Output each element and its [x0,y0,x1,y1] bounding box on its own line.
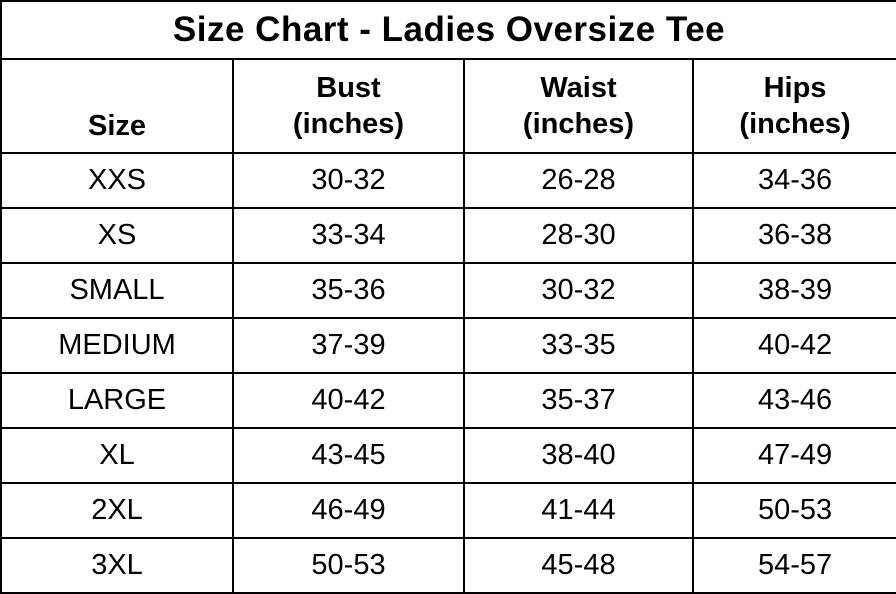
bust-cell: 50-53 [232,537,465,594]
bust-cell: 33-34 [232,207,465,264]
waist-cell: 35-37 [463,372,694,429]
size-cell: SMALL [0,262,234,319]
column-header-size: Size [0,58,234,154]
hips-cell: 50-53 [691,482,896,539]
hips-cell: 34-36 [691,152,896,209]
hips-cell: 54-57 [691,537,896,594]
size-chart-head: Size Chart - Ladies Oversize Tee Size Bu… [0,0,896,154]
table-row: 2XL 46-49 41-44 50-53 [0,482,896,539]
column-header-waist: Waist (inches) [463,58,694,154]
hips-cell: 36-38 [691,207,896,264]
table-row: MEDIUM 37-39 33-35 40-42 [0,317,896,374]
hips-cell: 47-49 [691,427,896,484]
table-row: XXS 30-32 26-28 34-36 [0,152,896,209]
bust-cell: 30-32 [232,152,465,209]
waist-cell: 38-40 [463,427,694,484]
table-row: SMALL 35-36 30-32 38-39 [0,262,896,319]
hips-cell: 40-42 [691,317,896,374]
bust-cell: 35-36 [232,262,465,319]
hips-cell: 43-46 [691,372,896,429]
bust-cell: 37-39 [232,317,465,374]
waist-cell: 41-44 [463,482,694,539]
bust-cell: 43-45 [232,427,465,484]
size-chart-body: XXS 30-32 26-28 34-36 XS 33-34 28-30 36-38 SMALL… [0,152,896,594]
column-header-bust: Bust (inches) [232,58,465,154]
waist-cell: 26-28 [463,152,694,209]
waist-cell: 28-30 [463,207,694,264]
waist-cell: 30-32 [463,262,694,319]
chart-title: Size Chart - Ladies Oversize Tee [0,0,896,60]
waist-cell: 33-35 [463,317,694,374]
bust-cell: 40-42 [232,372,465,429]
table-row: 3XL 50-53 45-48 54-57 [0,537,896,594]
waist-cell: 45-48 [463,537,694,594]
size-cell: 2XL [0,482,234,539]
size-cell: MEDIUM [0,317,234,374]
size-cell: 3XL [0,537,234,594]
column-header-hips: Hips (inches) [691,58,896,154]
bust-cell: 46-49 [232,482,465,539]
header-row: Size Bust (inches) Waist (inches) Hips (… [0,58,896,154]
table-row: XL 43-45 38-40 47-49 [0,427,896,484]
size-cell: LARGE [0,372,234,429]
size-cell: XXS [0,152,234,209]
size-cell: XL [0,427,234,484]
table-row: XS 33-34 28-30 36-38 [0,207,896,264]
size-cell: XS [0,207,234,264]
hips-cell: 38-39 [691,262,896,319]
title-row: Size Chart - Ladies Oversize Tee [0,0,896,60]
table-row: LARGE 40-42 35-37 43-46 [0,372,896,429]
